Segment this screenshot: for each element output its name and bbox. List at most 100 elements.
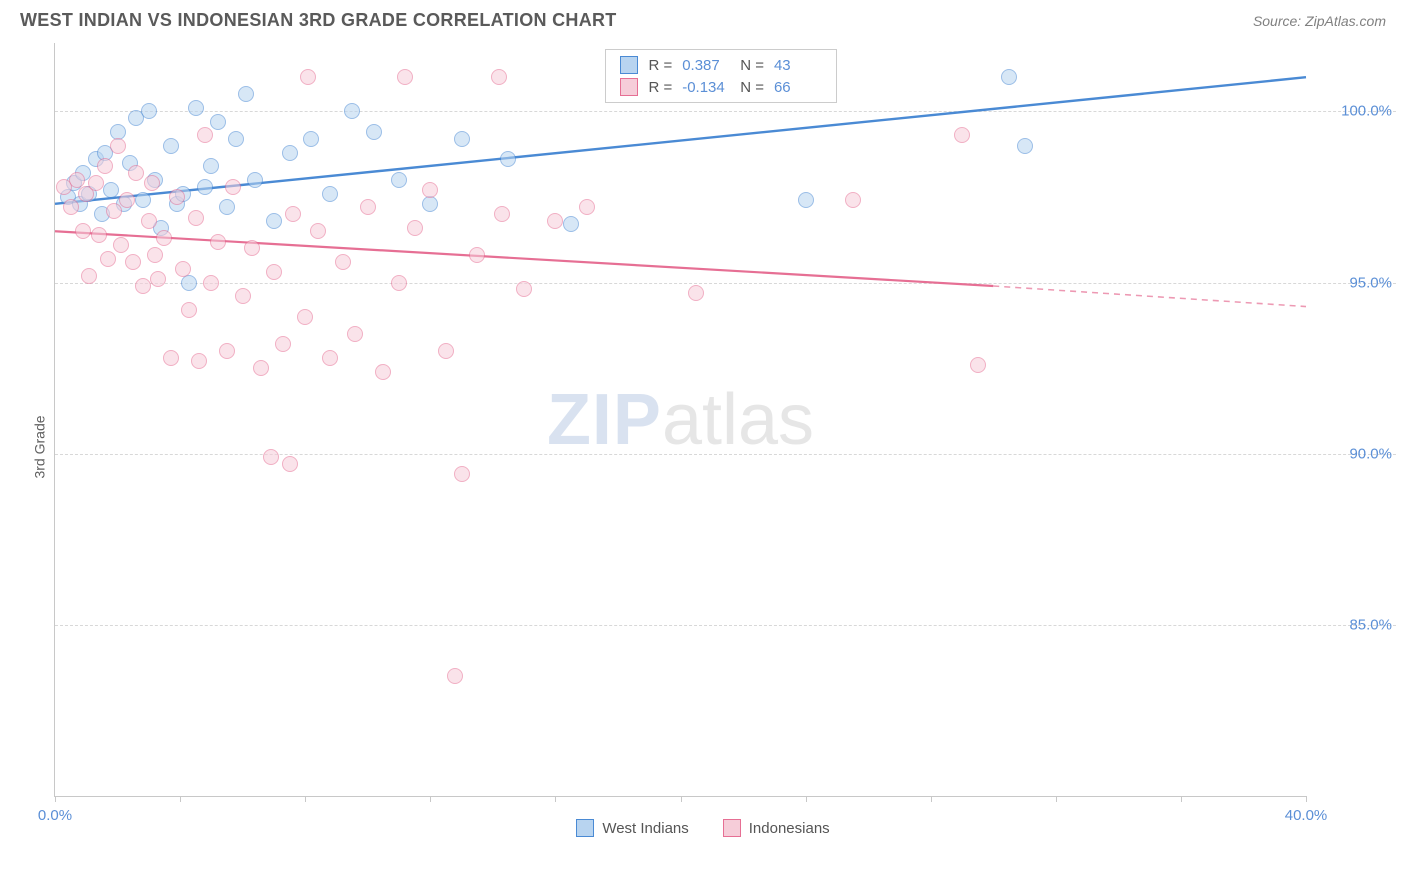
legend-label: West Indians: [602, 820, 688, 837]
data-point: [1001, 69, 1017, 85]
data-point: [282, 456, 298, 472]
data-point: [203, 275, 219, 291]
data-point: [150, 271, 166, 287]
data-point: [219, 199, 235, 215]
legend-item: Indonesians: [723, 819, 830, 837]
stats-box: R =0.387N =43R =-0.134N =66: [605, 49, 837, 103]
data-point: [219, 343, 235, 359]
chart-source: Source: ZipAtlas.com: [1253, 13, 1386, 29]
data-point: [422, 182, 438, 198]
data-point: [88, 175, 104, 191]
trend-line-dashed: [993, 286, 1306, 307]
data-point: [375, 364, 391, 380]
data-point: [103, 182, 119, 198]
data-point: [297, 309, 313, 325]
y-tick-label: 85.0%: [1349, 616, 1392, 633]
y-tick-label: 100.0%: [1341, 103, 1392, 120]
data-point: [110, 138, 126, 154]
data-point: [113, 237, 129, 253]
data-point: [454, 466, 470, 482]
data-point: [191, 353, 207, 369]
data-point: [225, 179, 241, 195]
data-point: [494, 206, 510, 222]
data-point: [238, 86, 254, 102]
watermark-light: atlas: [662, 380, 814, 460]
data-point: [335, 254, 351, 270]
x-tick: [681, 796, 682, 802]
data-point: [144, 175, 160, 191]
gridline: [55, 454, 1396, 455]
y-axis-label: 3rd Grade: [32, 415, 48, 478]
data-point: [547, 213, 563, 229]
chart-title: WEST INDIAN VS INDONESIAN 3RD GRADE CORR…: [20, 10, 617, 31]
x-tick: [555, 796, 556, 802]
stat-label-n: N =: [740, 79, 764, 96]
data-point: [322, 350, 338, 366]
data-point: [563, 216, 579, 232]
data-point: [203, 158, 219, 174]
data-point: [845, 192, 861, 208]
data-point: [147, 247, 163, 263]
data-point: [391, 275, 407, 291]
x-tick: [305, 796, 306, 802]
data-point: [360, 199, 376, 215]
x-tick: [1306, 796, 1307, 802]
data-point: [235, 288, 251, 304]
data-point: [469, 247, 485, 263]
data-point: [1017, 138, 1033, 154]
data-point: [282, 145, 298, 161]
data-point: [247, 172, 263, 188]
data-point: [300, 69, 316, 85]
stat-value-n: 43: [774, 57, 822, 74]
x-tick: [1056, 796, 1057, 802]
data-point: [266, 264, 282, 280]
data-point: [91, 227, 107, 243]
data-point: [407, 220, 423, 236]
stat-value-r: 0.387: [682, 57, 730, 74]
stat-value-n: 66: [774, 79, 822, 96]
data-point: [244, 240, 260, 256]
data-point: [128, 165, 144, 181]
data-point: [970, 357, 986, 373]
x-tick: [806, 796, 807, 802]
data-point: [197, 127, 213, 143]
data-point: [181, 275, 197, 291]
data-point: [310, 223, 326, 239]
gridline: [55, 625, 1396, 626]
series-swatch: [620, 56, 638, 74]
y-tick-label: 90.0%: [1349, 445, 1392, 462]
data-point: [197, 179, 213, 195]
stats-row: R =0.387N =43: [606, 54, 836, 76]
data-point: [391, 172, 407, 188]
stats-row: R =-0.134N =66: [606, 76, 836, 98]
data-point: [63, 199, 79, 215]
data-point: [210, 234, 226, 250]
data-point: [438, 343, 454, 359]
data-point: [500, 151, 516, 167]
data-point: [125, 254, 141, 270]
x-tick: [180, 796, 181, 802]
data-point: [579, 199, 595, 215]
data-point: [303, 131, 319, 147]
stat-label-r: R =: [648, 79, 672, 96]
data-point: [422, 196, 438, 212]
data-point: [169, 189, 185, 205]
legend-swatch: [723, 819, 741, 837]
data-point: [210, 114, 226, 130]
chart-area: 3rd Grade ZIPatlas 85.0%90.0%95.0%100.0%…: [0, 37, 1406, 857]
data-point: [181, 302, 197, 318]
data-point: [454, 131, 470, 147]
data-point: [141, 103, 157, 119]
data-point: [397, 69, 413, 85]
data-point: [253, 360, 269, 376]
data-point: [285, 206, 301, 222]
data-point: [81, 268, 97, 284]
watermark-bold: ZIP: [547, 380, 662, 460]
data-point: [688, 285, 704, 301]
data-point: [347, 326, 363, 342]
data-point: [228, 131, 244, 147]
data-point: [188, 210, 204, 226]
data-point: [266, 213, 282, 229]
data-point: [344, 103, 360, 119]
legend-item: West Indians: [576, 819, 688, 837]
